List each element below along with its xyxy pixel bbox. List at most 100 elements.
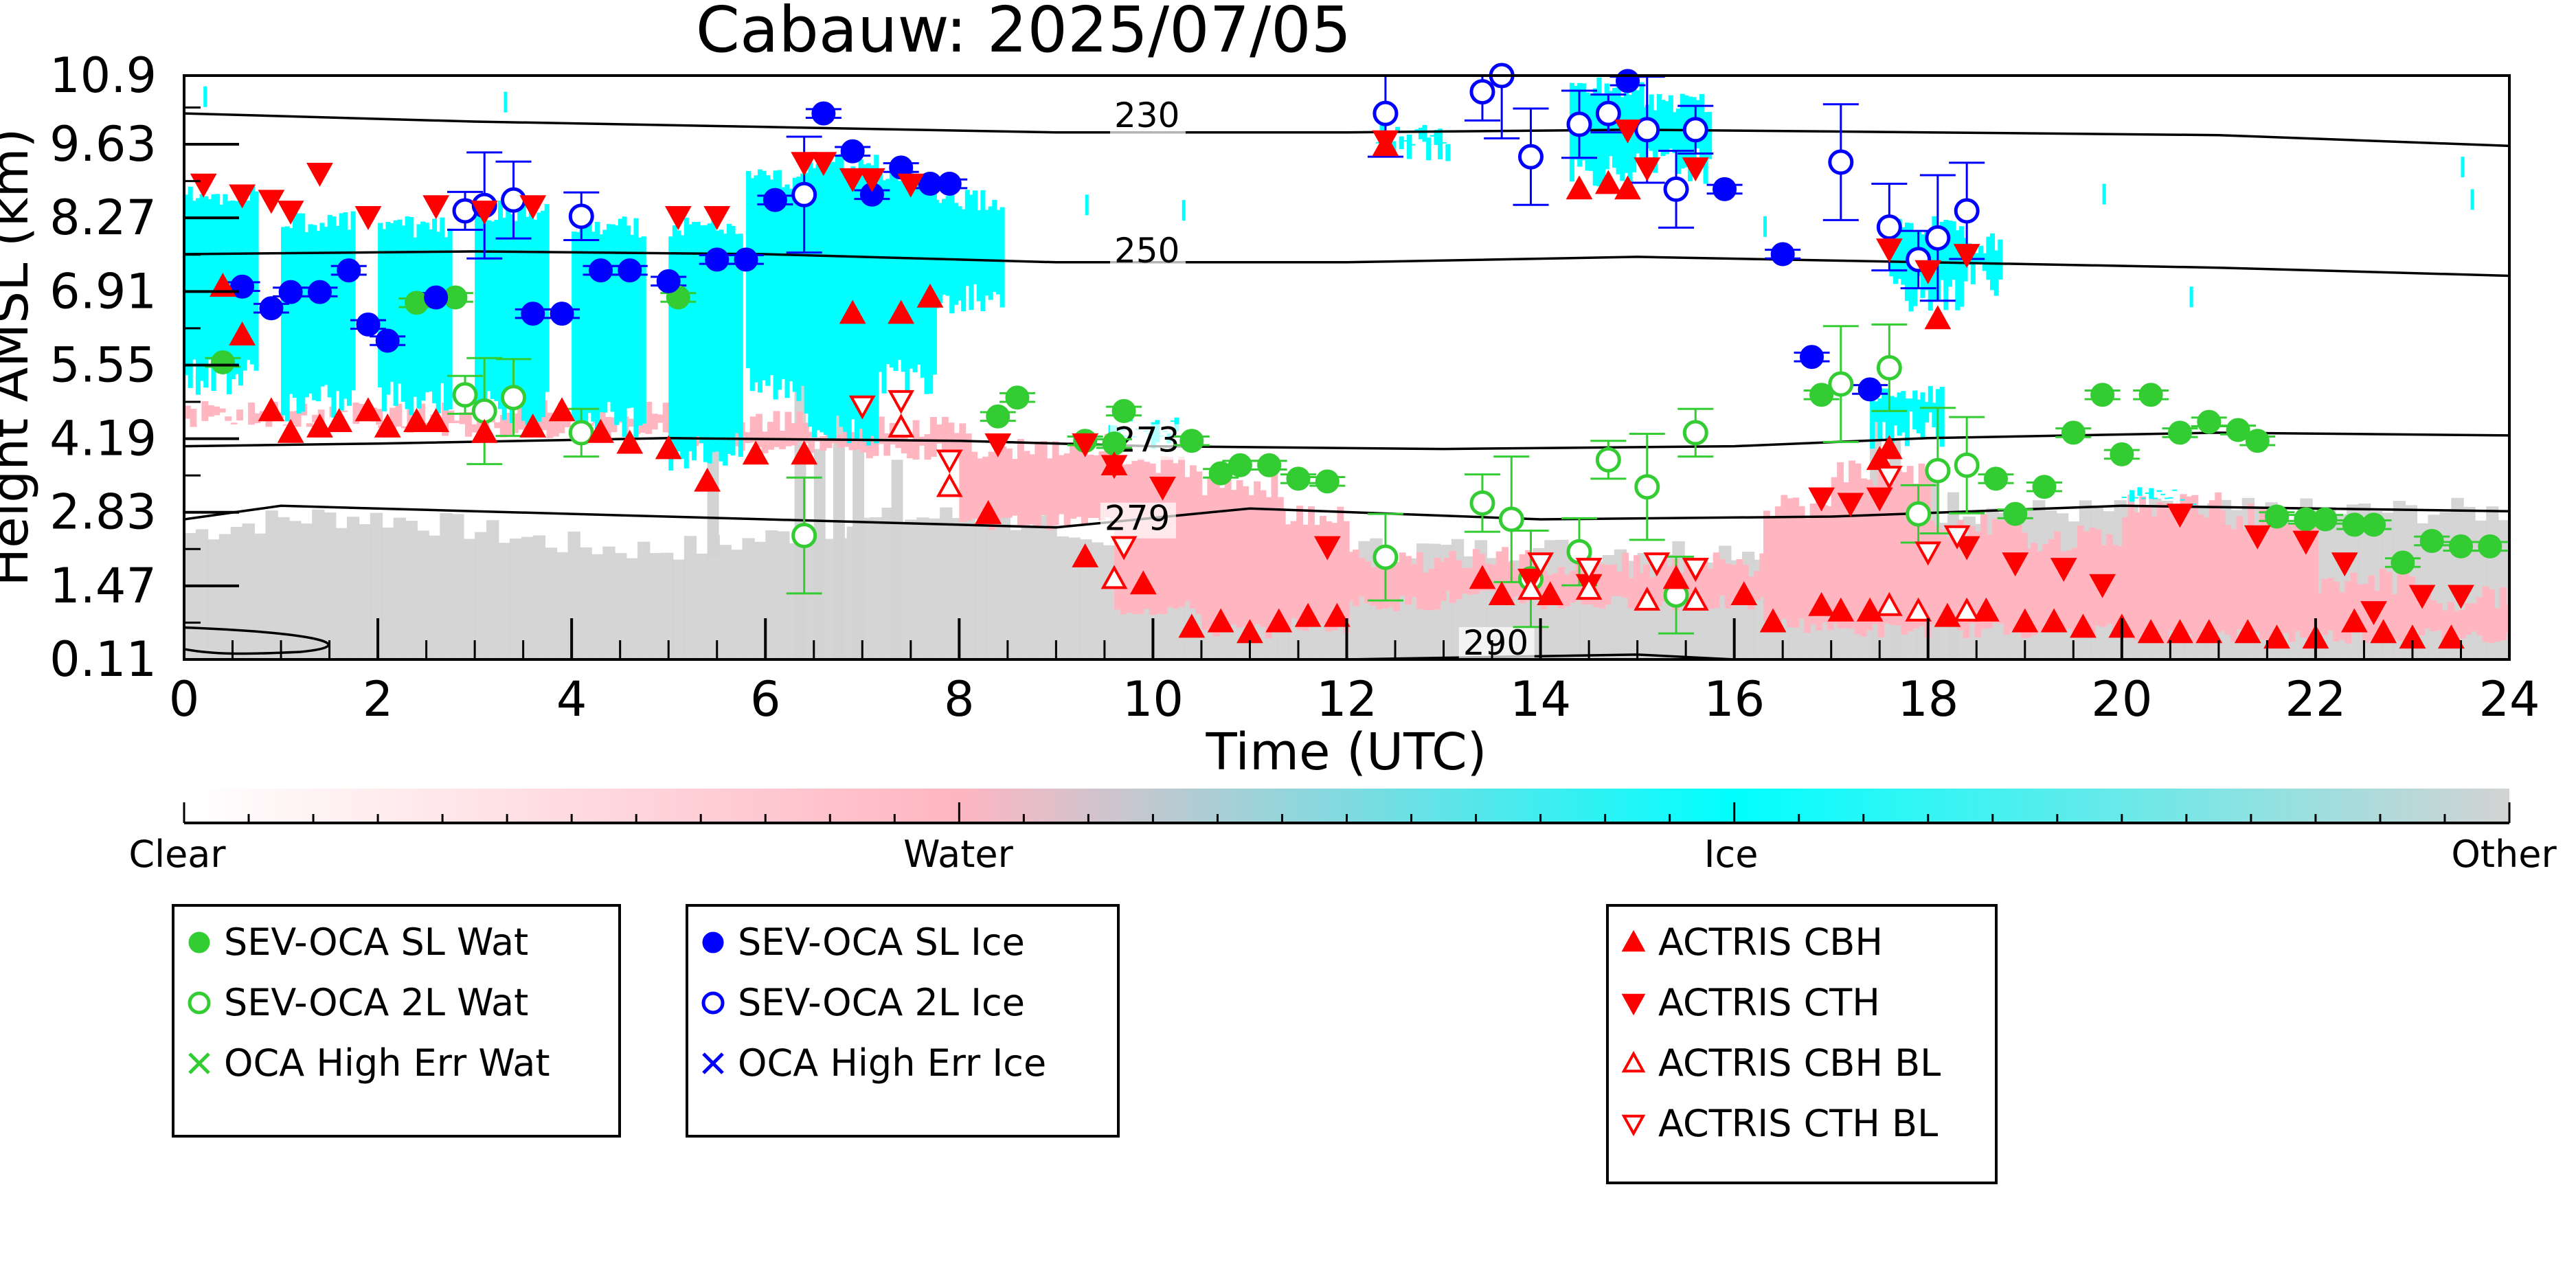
ice-column bbox=[2156, 490, 2162, 493]
y-tick-label: 0.11 bbox=[49, 631, 157, 688]
data-point bbox=[471, 201, 498, 225]
other-column bbox=[532, 535, 546, 659]
ice-column bbox=[1441, 142, 1447, 144]
data-point bbox=[548, 397, 576, 422]
water-column bbox=[1809, 504, 1817, 624]
data-point bbox=[2050, 558, 2077, 582]
other-column bbox=[1067, 537, 1081, 659]
water-column bbox=[2418, 598, 2426, 636]
marker-shape bbox=[2245, 429, 2270, 453]
ice-column bbox=[1924, 402, 1930, 423]
ice-column bbox=[1656, 94, 1662, 150]
water-column bbox=[1472, 549, 1480, 594]
data-point bbox=[1595, 447, 1621, 473]
data-point bbox=[1372, 544, 1399, 570]
ice-column bbox=[249, 185, 255, 365]
ice-column bbox=[695, 221, 701, 437]
water-column bbox=[1616, 572, 1623, 596]
ice-column bbox=[1955, 240, 1961, 272]
water-column bbox=[2112, 545, 2119, 635]
water-column bbox=[1207, 477, 1214, 631]
data-point bbox=[337, 258, 361, 283]
contour-loop bbox=[184, 626, 330, 655]
legend-marker bbox=[1621, 993, 1646, 1016]
water-column bbox=[2338, 592, 2346, 640]
y-tick-label: 10.9 bbox=[49, 47, 157, 104]
water-column bbox=[1313, 525, 1321, 620]
other-column bbox=[940, 507, 953, 659]
other-column bbox=[381, 528, 395, 659]
ice-column bbox=[719, 229, 724, 462]
water-column bbox=[1854, 463, 1862, 635]
colorbar-label-water: Water bbox=[903, 833, 1013, 876]
marker-shape bbox=[1594, 170, 1622, 194]
water-column bbox=[2208, 500, 2216, 641]
ice-column bbox=[486, 220, 492, 392]
legend-label: ACTRIS CBH BL bbox=[1658, 1041, 1941, 1085]
data-point bbox=[1111, 398, 1136, 423]
data-point bbox=[1682, 117, 1708, 143]
other-column bbox=[823, 539, 837, 659]
marker-shape bbox=[1517, 144, 1544, 170]
series-actris-cbh-bl bbox=[888, 413, 1980, 622]
ice-column bbox=[999, 207, 1005, 308]
marker-shape bbox=[1837, 493, 1864, 517]
water-column bbox=[1781, 495, 1788, 619]
ice-column bbox=[769, 179, 774, 376]
ice-column bbox=[885, 179, 891, 365]
water-column bbox=[2066, 550, 2072, 629]
marker-shape bbox=[2195, 619, 2223, 644]
water-column bbox=[2276, 520, 2284, 640]
legend-marker bbox=[702, 931, 724, 953]
ice-column bbox=[777, 170, 782, 390]
other-column bbox=[497, 543, 511, 659]
other-column bbox=[870, 517, 883, 659]
water-column bbox=[1443, 558, 1451, 591]
ice-column bbox=[1912, 390, 1918, 430]
water-column bbox=[1195, 471, 1203, 615]
marker-shape bbox=[1634, 474, 1660, 500]
legend-marker bbox=[188, 991, 211, 1015]
data-point bbox=[568, 420, 594, 446]
ice-column bbox=[2121, 497, 2127, 499]
ice-column bbox=[773, 170, 778, 400]
ice-column bbox=[1426, 137, 1432, 161]
other-column bbox=[614, 553, 627, 659]
water-column bbox=[447, 410, 455, 424]
marker-shape bbox=[1934, 602, 1961, 627]
ice-column bbox=[2180, 499, 2185, 501]
marker-shape bbox=[1575, 558, 1603, 582]
ice-column bbox=[1993, 250, 1999, 296]
water-column bbox=[341, 410, 348, 412]
legend-marker bbox=[1621, 1114, 1646, 1137]
data-point bbox=[452, 382, 478, 408]
water-column bbox=[901, 433, 908, 453]
marker-shape bbox=[1983, 466, 2008, 491]
water-column bbox=[1951, 535, 1958, 626]
marker-shape bbox=[422, 408, 450, 432]
marker-shape bbox=[1517, 576, 1544, 600]
water-column bbox=[1342, 521, 1350, 633]
data-point bbox=[422, 408, 450, 432]
water-column bbox=[2071, 547, 2079, 638]
data-point bbox=[1324, 602, 1351, 627]
ice-column bbox=[730, 225, 736, 456]
marker-shape bbox=[2138, 383, 2163, 407]
water-column bbox=[395, 403, 403, 427]
marker-shape bbox=[2437, 624, 2465, 649]
other-column bbox=[475, 532, 488, 659]
legend-label: ACTRIS CBH bbox=[1658, 920, 1883, 964]
other-column bbox=[730, 550, 743, 659]
ice-column bbox=[436, 231, 441, 414]
marker-shape bbox=[1808, 591, 1835, 616]
water-column bbox=[1901, 472, 1908, 635]
water-column bbox=[1219, 488, 1226, 628]
data-point bbox=[656, 269, 681, 293]
other-column bbox=[683, 536, 697, 659]
data-point bbox=[1527, 552, 1554, 577]
legend-label: SEV-OCA 2L Ice bbox=[738, 981, 1025, 1024]
ice-column bbox=[1970, 251, 1976, 284]
water-column bbox=[1759, 553, 1767, 598]
water-column bbox=[400, 426, 408, 429]
